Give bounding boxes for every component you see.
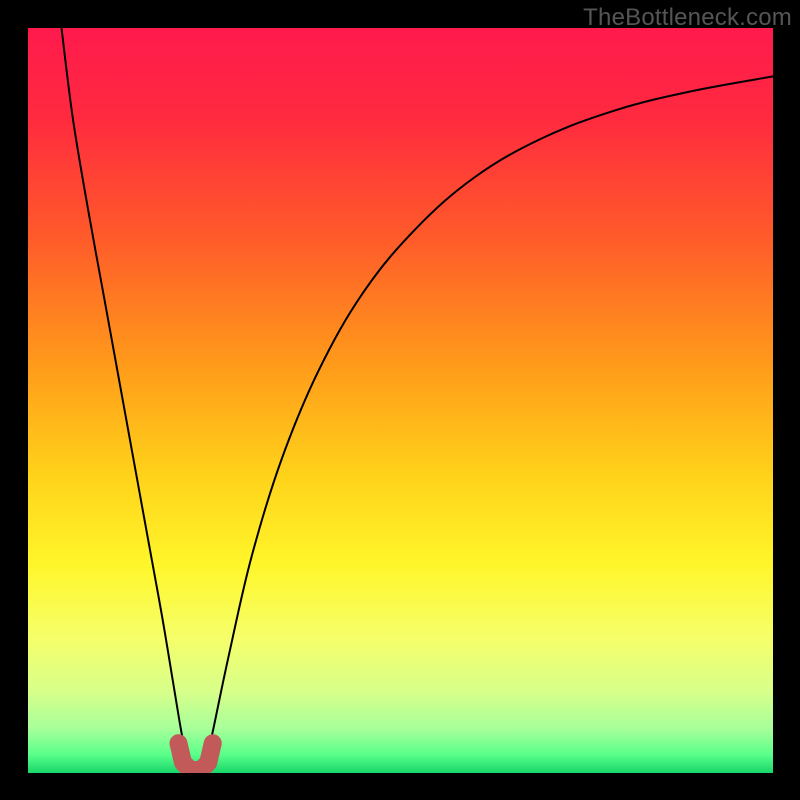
watermark-text: TheBottleneck.com (583, 4, 792, 32)
plot-area (28, 28, 773, 773)
gradient-background (28, 28, 773, 773)
plot-svg (28, 28, 773, 773)
chart-root: TheBottleneck.com (0, 0, 800, 800)
